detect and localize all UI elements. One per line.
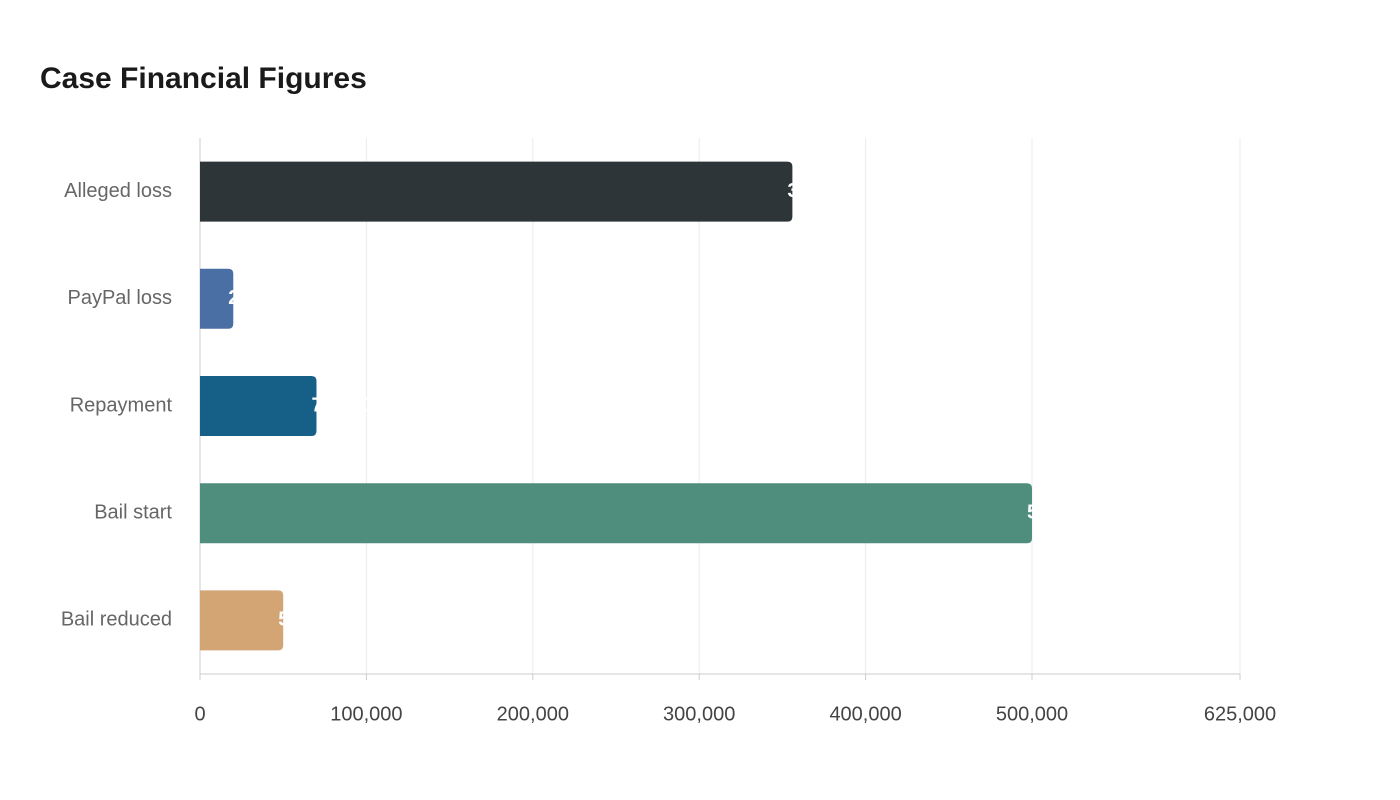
value-label: 500,000 (1027, 501, 1099, 523)
bar (200, 161, 793, 222)
value-label: 20,000 (228, 287, 289, 309)
value-label: 356,000 (787, 180, 859, 202)
y-tick-label: PayPal loss (68, 287, 173, 309)
bar (200, 376, 317, 436)
x-tick-label: 400,000 (829, 703, 901, 725)
x-tick-label: 625,000 (1204, 703, 1276, 725)
value-label: 70,000 (311, 394, 372, 416)
y-tick-label: Bail reduced (61, 609, 172, 631)
y-tick-label: Repayment (70, 394, 173, 416)
chart-title: Case Financial Figures (40, 62, 367, 95)
x-tick-label: 100,000 (330, 703, 402, 725)
value-label: 50,000 (278, 609, 339, 631)
bar (200, 268, 234, 329)
y-tick-label: Bail start (94, 501, 172, 523)
x-tick-label: 0 (194, 703, 205, 725)
x-tick-label: 300,000 (663, 703, 735, 725)
bar (200, 590, 284, 651)
x-tick-label: 500,000 (996, 703, 1068, 725)
x-tick-label: 200,000 (497, 703, 569, 725)
y-tick-label: Alleged loss (64, 180, 172, 202)
bar (200, 483, 1032, 544)
